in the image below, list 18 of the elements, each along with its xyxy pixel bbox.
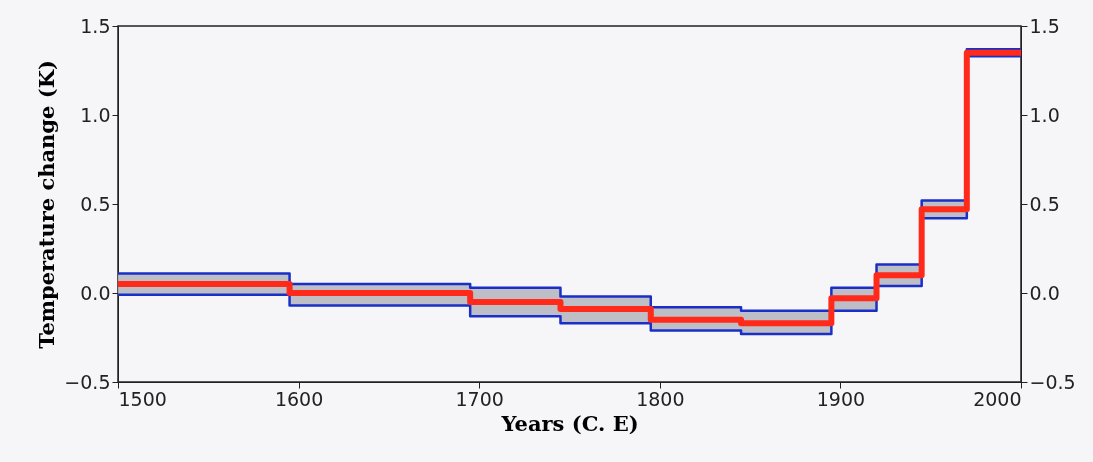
x-axis-title: Years (C. E) [500, 410, 639, 436]
y2-tick-label: 1.0 [1029, 103, 1060, 126]
x-tick-label: 1700 [455, 387, 504, 410]
y-axis-title: Temperature change (K) [34, 60, 60, 349]
y-tick-label: 0.0 [80, 281, 111, 304]
y-tick-label: 0.5 [80, 192, 111, 215]
y2-tick-label: 0.5 [1029, 192, 1060, 215]
y2-tick-label: 0.0 [1029, 281, 1060, 304]
y-tick-label: −0.5 [64, 370, 111, 393]
x-tick-label: 1800 [636, 387, 685, 410]
x-tick-label: 1600 [274, 387, 324, 410]
y2-tick-label: 1.5 [1029, 14, 1060, 37]
y-tick-label: 1.5 [80, 14, 111, 37]
x-tick-label: 1500 [118, 387, 167, 410]
y2-tick-label: −0.5 [1029, 370, 1076, 393]
x-tick-label: 1900 [816, 387, 866, 410]
x-tick-label: 2000 [973, 387, 1022, 410]
y-tick-label: 1.0 [80, 103, 111, 126]
